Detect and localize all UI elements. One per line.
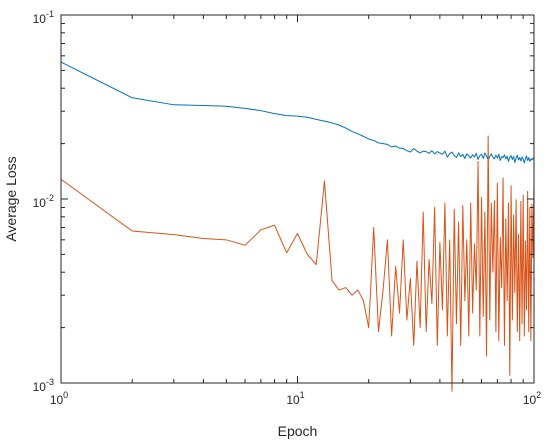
y-tick-exponent: -2 xyxy=(46,193,54,203)
x-axis-label: Epoch xyxy=(278,423,318,439)
y-tick-label: 10-2 xyxy=(33,193,54,210)
x-tick-label: 100 xyxy=(50,390,68,407)
x-tick-exponent: 0 xyxy=(63,390,68,400)
plot-background xyxy=(61,15,534,383)
y-tick-label: 10-3 xyxy=(33,377,54,394)
series-layer xyxy=(60,61,535,392)
y-tick-label: 10-1 xyxy=(33,9,54,26)
y-tick-exponent: -1 xyxy=(46,9,54,19)
x-tick-label: 101 xyxy=(286,390,304,407)
y-axis-label: Average Loss xyxy=(3,156,19,241)
series-line-2 xyxy=(60,135,535,392)
series-line-1 xyxy=(60,61,535,164)
y-tick-exponent: -3 xyxy=(46,377,54,387)
x-tick-exponent: 2 xyxy=(536,390,541,400)
x-tick-exponent: 1 xyxy=(300,390,305,400)
x-tick-label: 102 xyxy=(523,390,541,407)
